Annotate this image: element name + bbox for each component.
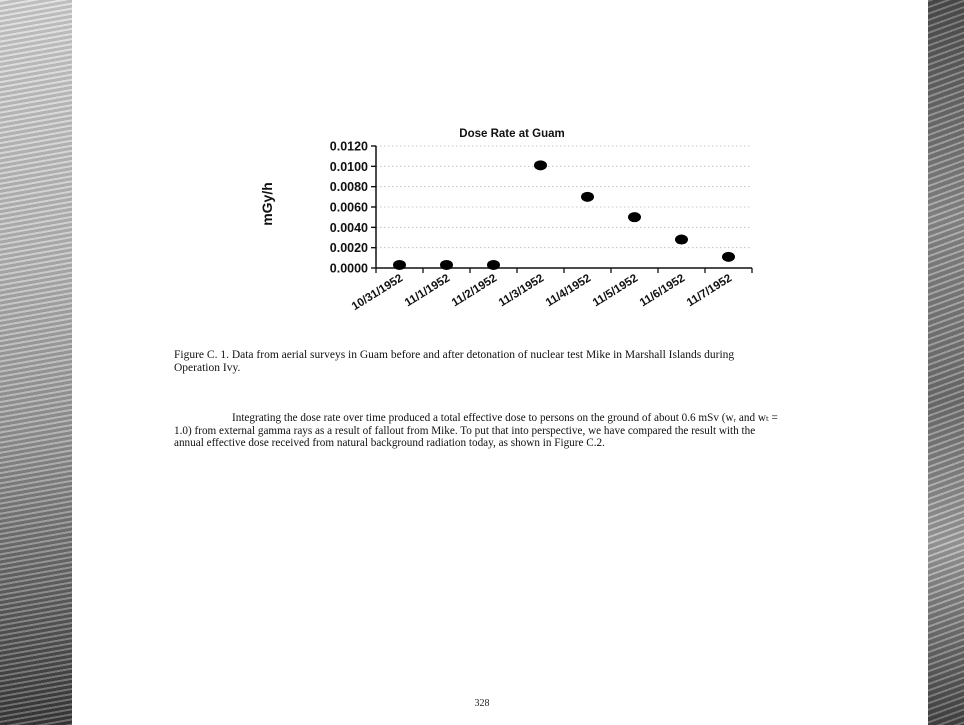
x-tick-label: 11/5/1952 (591, 272, 640, 309)
page-number: 328 (474, 698, 490, 709)
x-tick-label: 11/4/1952 (544, 272, 593, 309)
y-tick-label: 0.0060 (330, 201, 368, 215)
y-tick-label: 0.0040 (330, 221, 368, 235)
axes (371, 145, 753, 273)
data-point (722, 251, 735, 262)
x-tick-label: 11/7/1952 (685, 272, 734, 309)
body-paragraph: Integrating the dose rate over time prod… (174, 412, 778, 449)
data-points (393, 160, 735, 270)
data-point (675, 234, 688, 245)
x-tick-label: 11/2/1952 (450, 272, 499, 309)
y-axis-label: mGy/h (259, 182, 275, 226)
data-point (440, 259, 453, 270)
dose-rate-chart: Dose Rate at Guam mGy/h 0.0120 0.0100 0.00… (259, 128, 753, 313)
x-tick-label: 11/6/1952 (638, 272, 687, 309)
left-border-photo (0, 0, 72, 725)
data-point (487, 259, 500, 270)
x-tick-label: 10/31/1952 (350, 272, 405, 313)
chart-title: Dose Rate at Guam (459, 128, 564, 140)
x-tick-label: 11/3/1952 (497, 272, 546, 309)
y-tick-label: 0.0020 (330, 241, 368, 255)
figure-caption: Figure C. 1. Data from aerial surveys in… (174, 349, 735, 374)
y-tick-label: 0.0100 (330, 160, 368, 174)
right-border-photo (928, 0, 964, 725)
data-point (534, 160, 547, 171)
x-tick-labels: 10/31/195211/1/195211/2/195211/3/195211/… (350, 272, 734, 313)
y-tick-label: 0.0080 (330, 180, 368, 194)
data-point (581, 191, 594, 202)
y-tick-label: 0.0000 (330, 262, 368, 276)
y-tick-labels: 0.0120 0.0100 0.0080 0.0060 0.0040 0.0020 0.00… (330, 140, 368, 276)
x-tick-label: 11/1/1952 (403, 272, 452, 309)
data-point (393, 259, 406, 270)
y-tick-label: 0.0120 (330, 140, 368, 154)
document-page (72, 0, 928, 725)
grid-lines (376, 145, 752, 249)
data-point (628, 212, 641, 223)
